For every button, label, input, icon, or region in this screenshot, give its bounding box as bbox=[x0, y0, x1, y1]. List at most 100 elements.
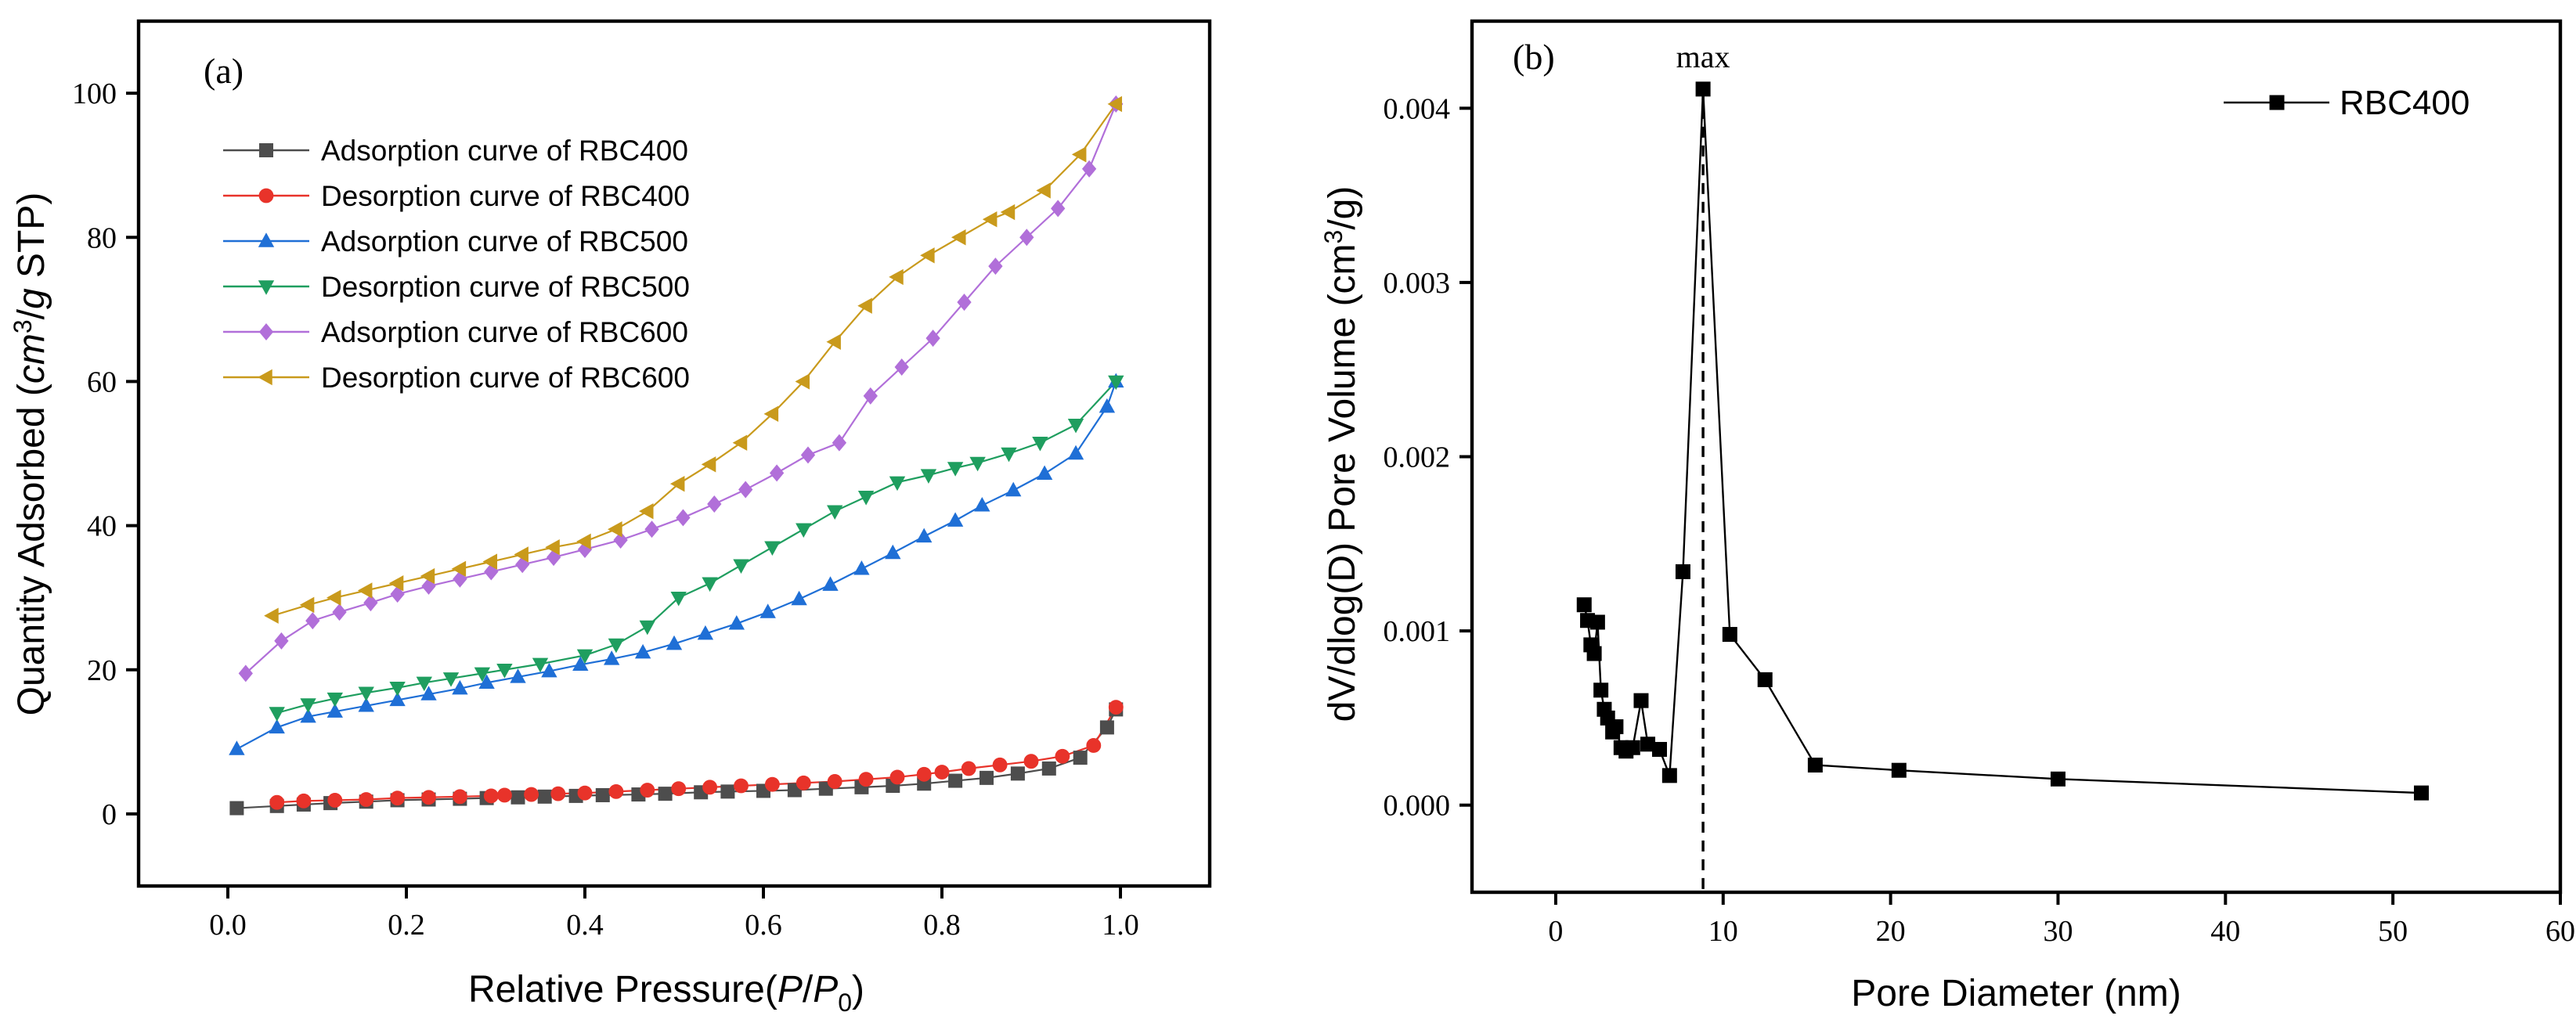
data-point bbox=[390, 791, 406, 806]
data-point bbox=[1086, 738, 1102, 753]
data-point bbox=[482, 553, 498, 570]
data-point bbox=[1041, 761, 1056, 776]
data-point bbox=[1652, 741, 1668, 757]
y-axis-label-a-part: g bbox=[11, 288, 52, 309]
data-point bbox=[769, 464, 785, 482]
data-point bbox=[1589, 614, 1605, 630]
data-point bbox=[733, 559, 749, 574]
data-point bbox=[359, 792, 374, 807]
y-axis-label-a: Quantity Adsorbed (cm3/g STP) bbox=[9, 193, 52, 716]
data-point bbox=[1633, 693, 1649, 708]
data-point bbox=[1661, 768, 1677, 783]
data-point bbox=[961, 761, 976, 776]
y-tick-label: 0.001 bbox=[1384, 615, 1451, 648]
max-annotation: max bbox=[1676, 39, 1730, 74]
data-point bbox=[299, 596, 315, 614]
data-point bbox=[595, 787, 610, 802]
data-point bbox=[1001, 447, 1017, 463]
data-point bbox=[992, 757, 1008, 772]
data-point bbox=[1593, 682, 1609, 698]
data-point bbox=[826, 333, 841, 350]
data-point bbox=[1036, 182, 1051, 199]
x-tick-label: 30 bbox=[2043, 915, 2073, 948]
data-point bbox=[1019, 229, 1034, 247]
data-point bbox=[608, 638, 625, 654]
data-point bbox=[707, 495, 722, 513]
data-point bbox=[791, 590, 807, 606]
data-point bbox=[853, 560, 870, 575]
data-point bbox=[420, 567, 435, 585]
data-point bbox=[484, 563, 499, 581]
data-point bbox=[734, 778, 749, 794]
data-point bbox=[670, 591, 687, 607]
data-point bbox=[894, 358, 909, 376]
plot-frame-a bbox=[136, 19, 1212, 888]
data-point bbox=[669, 475, 685, 492]
panel-label-b: (b) bbox=[1513, 37, 1555, 77]
data-point bbox=[1675, 564, 1690, 579]
data-point bbox=[957, 294, 972, 312]
data-point bbox=[389, 691, 406, 707]
ticks-b: 0 10 20 30 40 50 60 0.000 0.001 0.002 0.003 0.004 bbox=[1384, 92, 2576, 948]
x-axis-label-a-part: 0 bbox=[838, 989, 852, 1017]
series-line bbox=[272, 103, 1117, 617]
x-tick-label: 0 bbox=[1548, 915, 1563, 948]
data-point bbox=[800, 446, 816, 464]
data-point bbox=[1608, 719, 1624, 735]
data-point bbox=[1586, 646, 1602, 661]
x-tick-label: 10 bbox=[1708, 915, 1738, 948]
data-point bbox=[796, 523, 812, 538]
data-point bbox=[358, 697, 374, 712]
y-axis-label-a-part: STP) bbox=[11, 193, 52, 289]
data-point bbox=[550, 786, 566, 801]
data-point bbox=[2414, 785, 2430, 801]
data-point bbox=[1051, 200, 1066, 218]
x-tick-label: 1.0 bbox=[1102, 909, 1139, 942]
data-point bbox=[1032, 436, 1048, 452]
data-point bbox=[1576, 597, 1592, 613]
data-point bbox=[1055, 748, 1070, 764]
legend-marker bbox=[258, 369, 272, 386]
x-tick-label: 60 bbox=[2545, 915, 2575, 948]
data-point bbox=[388, 575, 404, 592]
legend-marker bbox=[258, 232, 275, 247]
data-point bbox=[1036, 465, 1053, 481]
data-point bbox=[274, 632, 289, 650]
data-point bbox=[702, 577, 718, 592]
y-tick-label: 100 bbox=[72, 77, 117, 110]
data-point bbox=[1081, 160, 1097, 178]
data-point bbox=[701, 456, 716, 473]
data-point bbox=[269, 794, 285, 810]
data-point bbox=[300, 708, 316, 723]
x-tick-label: 0.0 bbox=[209, 909, 247, 942]
data-point bbox=[269, 707, 285, 722]
legend-label: Adsorption curve of RBC400 bbox=[321, 135, 688, 167]
data-point bbox=[327, 692, 343, 708]
y-tick-label: 0.003 bbox=[1384, 267, 1451, 300]
data-point bbox=[1023, 754, 1039, 769]
data-point bbox=[269, 718, 285, 734]
series-line bbox=[1583, 88, 2422, 794]
data-point bbox=[238, 664, 253, 682]
data-point bbox=[357, 582, 373, 599]
data-point bbox=[947, 512, 964, 527]
panel-b: 0 10 20 30 40 50 60 0.000 0.001 0.002 0.003 0.004 (… bbox=[1319, 19, 2576, 1014]
x-tick-label: 40 bbox=[2210, 915, 2240, 948]
data-point bbox=[988, 258, 1003, 276]
data-point bbox=[857, 297, 872, 314]
data-point bbox=[889, 268, 904, 286]
data-point bbox=[676, 509, 691, 527]
data-point bbox=[452, 679, 468, 695]
data-point bbox=[728, 615, 745, 630]
data-point bbox=[1067, 418, 1084, 434]
data-point bbox=[639, 620, 655, 636]
data-point bbox=[764, 541, 781, 556]
data-point bbox=[1108, 700, 1124, 715]
data-point bbox=[763, 405, 779, 423]
data-point bbox=[827, 505, 843, 520]
data-point bbox=[1108, 375, 1124, 391]
data-point bbox=[640, 783, 655, 798]
data-point bbox=[916, 766, 932, 782]
data-point bbox=[545, 539, 560, 556]
